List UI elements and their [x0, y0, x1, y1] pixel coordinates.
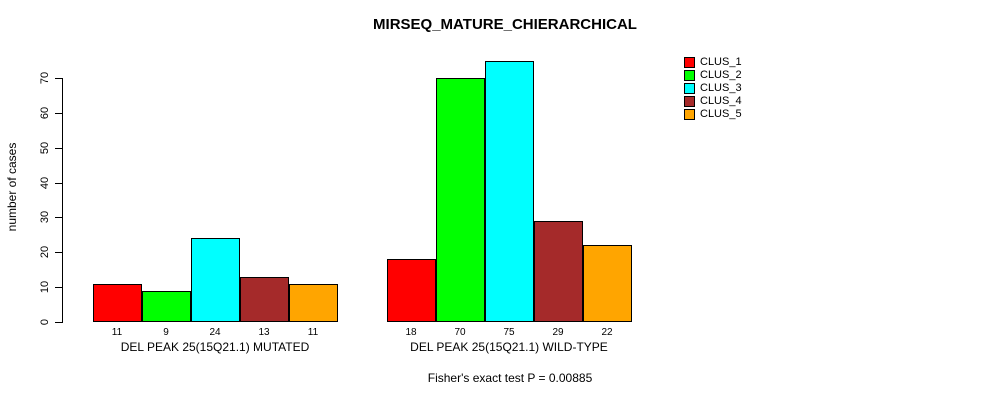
- y-axis-tick: [55, 287, 62, 289]
- legend-label-clus_2: CLUS_2: [700, 69, 742, 81]
- y-tick-label: 0: [39, 318, 51, 326]
- bar-value-label: 22: [601, 327, 613, 338]
- bar-value-label: 70: [454, 327, 466, 338]
- y-tick-label: 60: [39, 106, 51, 119]
- bar-clus_1: [92, 283, 142, 322]
- y-axis-tick: [55, 78, 62, 79]
- y-tick-label: 40: [39, 176, 51, 189]
- legend-swatch-clus_1: [684, 57, 695, 68]
- bar-value-label: 13: [258, 327, 270, 338]
- y-axis-title: number of cases: [5, 142, 19, 232]
- group-label-wild-type: DEL PEAK 25(15Q21.1) WILD-TYPE: [410, 340, 608, 354]
- bar-clus_4: [239, 276, 289, 322]
- legend-label-clus_1: CLUS_1: [700, 56, 742, 68]
- y-tick-label: 50: [39, 141, 51, 154]
- y-axis-tick: [55, 182, 62, 184]
- bar-value-label: 18: [405, 327, 417, 338]
- y-axis-tick: [55, 252, 62, 254]
- chart-title: MIRSEQ_MATURE_CHIERARCHICAL: [373, 16, 637, 33]
- bar-value-label: 75: [503, 327, 515, 338]
- legend-label-clus_3: CLUS_3: [700, 82, 742, 94]
- caption: Fisher's exact test P = 0.00885: [427, 371, 593, 385]
- bar-clus_3: [190, 238, 240, 322]
- bar-clus_5: [288, 283, 338, 322]
- bar-value-label: 24: [209, 327, 221, 338]
- bar-clus_2: [141, 290, 191, 322]
- bar-clus_5: [582, 245, 632, 322]
- y-tick-label: 30: [39, 211, 51, 224]
- bar-clus_3: [484, 60, 534, 322]
- bar-clus_1: [386, 259, 436, 322]
- bar-clus_4: [533, 220, 583, 322]
- y-tick-label: 70: [39, 71, 51, 85]
- bar-value-label: 11: [111, 327, 123, 338]
- bar-value-label: 11: [307, 327, 319, 338]
- bar-clus_2: [435, 78, 485, 322]
- legend-swatch-clus_3: [684, 83, 695, 94]
- legend-swatch-clus_2: [684, 70, 695, 81]
- legend-swatch-clus_5: [684, 109, 695, 120]
- bar-value-label: 9: [163, 327, 169, 338]
- y-tick-label: 20: [39, 246, 51, 259]
- y-axis-tick: [55, 217, 62, 219]
- y-axis-tick: [55, 112, 62, 114]
- y-tick-label: 10: [39, 281, 51, 294]
- legend-label-clus_4: CLUS_4: [700, 95, 742, 107]
- y-axis-tick: [55, 322, 62, 323]
- bar-value-label: 29: [552, 327, 564, 338]
- group-label-mutated: DEL PEAK 25(15Q21.1) MUTATED: [120, 340, 310, 354]
- legend-swatch-clus_4: [684, 96, 695, 107]
- legend-label-clus_5: CLUS_5: [700, 108, 742, 120]
- y-axis-line: [62, 78, 63, 323]
- y-axis-tick: [55, 147, 62, 149]
